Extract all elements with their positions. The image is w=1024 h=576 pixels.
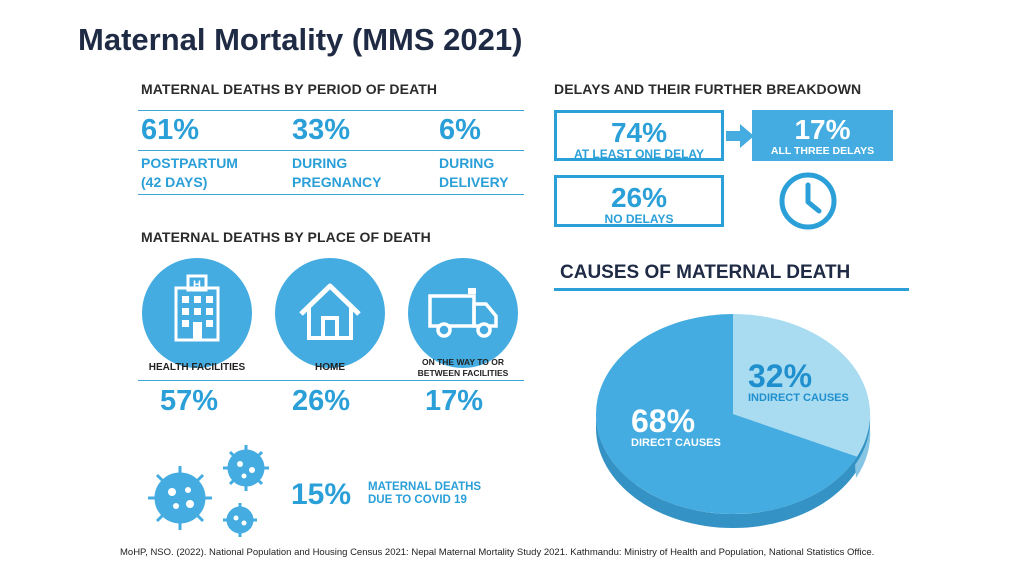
page-title: Maternal Mortality (MMS 2021) (78, 22, 523, 57)
period-pct: 33% (292, 114, 351, 146)
slice-pct: 32% (748, 358, 813, 394)
source-citation: MoHP, NSO. (2022). National Population a… (120, 547, 875, 558)
delay-label: AT LEAST ONE DELAY (573, 147, 704, 161)
causes-pie (588, 306, 878, 533)
ambulance-icon (408, 258, 518, 368)
place-label-line: HOME (315, 362, 345, 373)
pie-depth-indirect (855, 414, 871, 478)
direct-causes-label: 68% DIRECT CAUSES (631, 405, 721, 450)
period-item-pregnancy: 33% (292, 116, 350, 145)
causes-rule (554, 288, 909, 291)
virus-icon (136, 440, 284, 549)
period-heading: MATERNAL DEATHS BY PERIOD OF DEATH (141, 81, 438, 97)
period-rule-bottom (138, 194, 524, 195)
all-three-delays-box: 17% ALL THREE DELAYS (752, 110, 893, 161)
place-rule (138, 380, 524, 381)
period-item-delivery: 6% (439, 116, 481, 145)
pie-slice-indirect (733, 314, 870, 457)
period-rule-mid (138, 150, 524, 151)
delay-pct: 74% (610, 117, 668, 148)
hospital-icon: H (142, 258, 252, 368)
delay-pct: 17% (794, 114, 851, 145)
covid-label: MATERNAL DEATHS DUE TO COVID 19 (368, 481, 481, 507)
place-label-on-the-way: ON THE WAY TO OR BETWEEN FACILITIES (403, 357, 523, 379)
period-label-pregnancy: DURING PREGNANCY (292, 154, 381, 192)
indirect-causes-label: 32% INDIRECT CAUSES (748, 360, 849, 405)
place-label-line: HEALTH FACILITIES (148, 362, 246, 373)
covid-label-line: MATERNAL DEATHS (368, 481, 482, 493)
place-label-health-facilities: HEALTH FACILITIES (139, 362, 255, 373)
causes-heading: CAUSES OF MATERNAL DEATH (560, 262, 851, 283)
period-label-delivery: DURING DELIVERY (439, 154, 509, 192)
delay-label: NO DELAYS (604, 212, 674, 226)
period-label-line: DELIVERY (439, 174, 509, 190)
slice-label: INDIRECT CAUSES (748, 392, 849, 404)
delay-pct: 26% (610, 182, 668, 213)
place-heading: MATERNAL DEATHS BY PLACE OF DEATH (141, 229, 431, 245)
arrow-right-icon (724, 120, 756, 157)
period-pct: 6% (439, 114, 481, 146)
home-icon (275, 258, 385, 368)
place-label-home: HOME (272, 362, 388, 373)
svg-text:H: H (193, 279, 201, 291)
place-pct-health-facilities: 57% (160, 385, 219, 417)
place-pct-on-the-way: 17% (425, 385, 484, 417)
covid-pct: 15% (291, 478, 352, 511)
period-label-postpartum: POSTPARTUM (42 DAYS) (141, 154, 238, 192)
slice-pct: 68% (631, 403, 696, 439)
place-pct-home: 26% (292, 385, 351, 417)
place-label-line: BETWEEN FACILITIES (417, 368, 509, 378)
no-delays-box: 26% NO DELAYS (554, 175, 724, 227)
slice-label: DIRECT CAUSES (631, 437, 721, 449)
period-label-line: (42 DAYS) (141, 174, 208, 190)
pie-slice-direct (596, 314, 857, 514)
covid-label-line: DUE TO COVID 19 (368, 494, 467, 506)
at-least-one-delay-box: 74% AT LEAST ONE DELAY (554, 110, 724, 161)
delay-label: ALL THREE DELAYS (770, 145, 875, 157)
period-label-line: DURING (439, 155, 495, 171)
period-item-postpartum: 61% (141, 116, 199, 145)
period-pct: 61% (141, 114, 200, 146)
delays-heading: DELAYS AND THEIR FURTHER BREAKDOWN (554, 81, 862, 97)
period-label-line: PREGNANCY (292, 174, 382, 190)
place-label-line: ON THE WAY TO OR (421, 357, 505, 367)
period-rule-top (138, 110, 524, 111)
clock-icon (777, 170, 839, 237)
period-label-line: POSTPARTUM (141, 155, 238, 171)
period-label-line: DURING (292, 155, 348, 171)
